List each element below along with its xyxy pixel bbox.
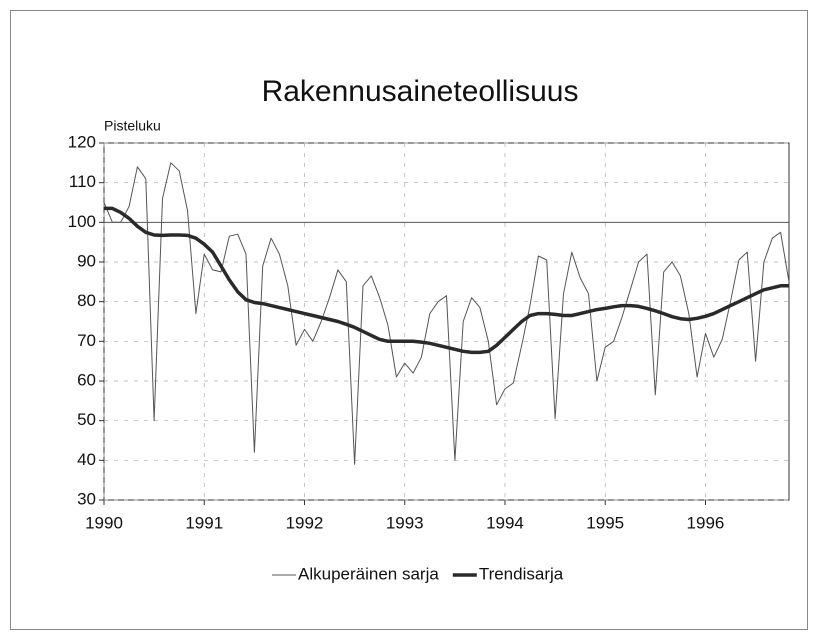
y-axis-label: Pisteluku — [104, 118, 161, 134]
y-tick-label: 80 — [77, 291, 96, 310]
x-tick-label: 1994 — [486, 513, 524, 532]
x-tick-label: 1990 — [85, 513, 123, 532]
series-line — [104, 206, 789, 355]
plot-area — [103, 142, 790, 501]
x-tick-label: 1996 — [687, 513, 725, 532]
x-tick-label: 1993 — [386, 513, 424, 532]
frame — [10, 10, 808, 630]
y-tick-label: 70 — [77, 331, 96, 350]
y-tick-label: 120 — [68, 132, 96, 151]
chart-title: Rakennusaineteollisuus — [262, 75, 579, 108]
y-tick-label: 40 — [77, 450, 96, 469]
y-tick-label: 50 — [77, 410, 96, 429]
legend-label: Trendisarja — [479, 564, 564, 583]
y-tick-label: 100 — [68, 212, 96, 231]
y-tick-label: 60 — [77, 370, 96, 389]
legend-label: Alkuperäinen sarja — [298, 564, 439, 583]
x-tick-label: 1992 — [286, 513, 324, 532]
x-tick-label: 1991 — [185, 513, 223, 532]
y-tick-label: 110 — [69, 172, 96, 191]
y-tick-label: 30 — [77, 489, 96, 508]
series-line — [103, 162, 790, 465]
y-tick-label: 90 — [77, 251, 96, 270]
x-tick-label: 1995 — [586, 513, 624, 532]
